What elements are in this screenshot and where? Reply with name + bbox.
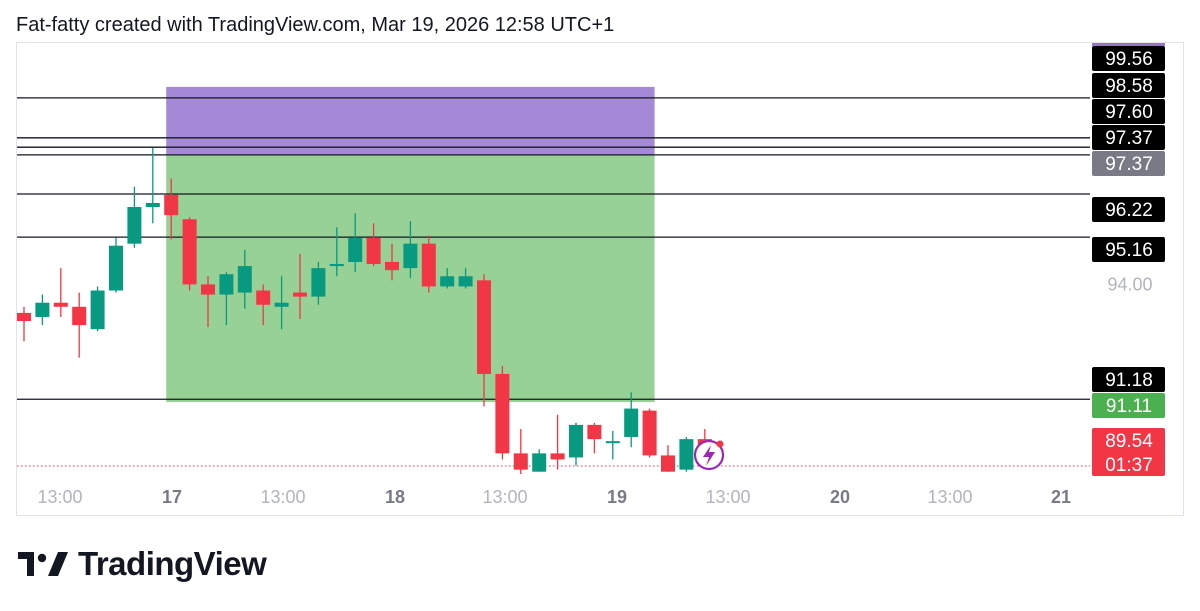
candle-body[interactable]: [329, 264, 344, 267]
price-label-text: 97.37: [1105, 128, 1153, 149]
price-label-badge: [1092, 237, 1165, 262]
price-label-text: 97.37: [1105, 154, 1153, 175]
target-marker: [1092, 43, 1165, 46]
candle-body[interactable]: [17, 312, 31, 322]
price-label-text: 91.18: [1105, 370, 1153, 391]
price-label-badge: [1092, 393, 1165, 418]
chart-header: Fat-fatty created with TradingView.com, …: [16, 14, 615, 36]
candle-body[interactable]: [127, 207, 142, 244]
candle-body[interactable]: [145, 202, 160, 208]
candle-body[interactable]: [293, 292, 307, 297]
candle-body[interactable]: [550, 453, 565, 460]
price-label-badge: [1092, 367, 1165, 392]
lightning-icon: [703, 445, 715, 466]
candle-body[interactable]: [109, 245, 123, 291]
price-label-badge: [1092, 46, 1165, 71]
price-label-badge: [1092, 125, 1165, 150]
candle-body[interactable]: [605, 441, 620, 444]
candle-body[interactable]: [679, 439, 694, 470]
price-label-text: 91.11: [1106, 396, 1152, 417]
tradingview-logo-text: TradingView: [78, 545, 267, 582]
x-tick-label: 13:00: [927, 487, 972, 507]
chart-frame[interactable]: [16, 42, 1184, 516]
candle-body[interactable]: [624, 408, 639, 438]
candle-body[interactable]: [182, 219, 197, 285]
candle-body[interactable]: [513, 453, 528, 470]
x-tick-label: 13:00: [705, 487, 750, 507]
price-label-text: 97.60: [1105, 102, 1153, 123]
candle-body[interactable]: [569, 424, 583, 458]
x-tick-label: 19: [607, 487, 627, 507]
candle-body[interactable]: [587, 424, 602, 440]
candle-body[interactable]: [219, 274, 234, 295]
candle-body[interactable]: [421, 243, 436, 287]
price-label-text: 96.22: [1105, 200, 1153, 221]
candle-body[interactable]: [477, 280, 491, 374]
tradingview-logo[interactable]: TradingView: [18, 545, 267, 582]
candle-body[interactable]: [403, 243, 418, 269]
price-label-badge: [1092, 151, 1165, 176]
candle-body[interactable]: [274, 302, 289, 307]
tradingview-logo-icon: [18, 552, 68, 576]
y-tick-label: 94.00: [1107, 274, 1152, 294]
candle-body[interactable]: [385, 262, 399, 271]
candle-body[interactable]: [348, 237, 363, 262]
x-tick-label: 13:00: [482, 487, 527, 507]
price-label-text: 89.54: [1105, 431, 1153, 452]
x-tick-label: 21: [1051, 487, 1071, 507]
candle-body[interactable]: [164, 194, 179, 216]
price-label-badge: [1092, 73, 1165, 98]
candle-body[interactable]: [35, 302, 50, 317]
x-tick-label: 17: [162, 487, 182, 507]
x-tick-label: 13:00: [260, 487, 305, 507]
price-label-text: 99.56: [1105, 49, 1153, 70]
candle-body[interactable]: [237, 266, 252, 293]
target-zone[interactable]: [166, 86, 655, 155]
candle-body[interactable]: [90, 290, 105, 330]
price-label-text: 95.16: [1105, 240, 1153, 261]
price-label-badge: [1092, 197, 1165, 222]
candle-body[interactable]: [661, 455, 675, 472]
candle-body[interactable]: [201, 284, 215, 295]
x-tick-label: 20: [830, 487, 850, 507]
candle-body[interactable]: [458, 276, 473, 287]
candle-body[interactable]: [440, 276, 455, 287]
price-label-badge: [1092, 428, 1165, 476]
x-tick-label: 18: [385, 487, 405, 507]
candle-body[interactable]: [256, 290, 271, 305]
candle-body[interactable]: [532, 453, 547, 472]
candle-body[interactable]: [72, 306, 87, 326]
candle-body[interactable]: [53, 302, 68, 307]
candle-body[interactable]: [642, 410, 657, 456]
price-countdown-text: 01:37: [1105, 455, 1153, 476]
x-tick-label: 13:00: [37, 487, 82, 507]
candle-body[interactable]: [366, 237, 381, 265]
price-label-text: 98.58: [1105, 76, 1153, 97]
price-label-badge: [1092, 99, 1165, 124]
candle-body[interactable]: [311, 268, 326, 297]
alert-dot-icon: [716, 440, 724, 448]
candle-body[interactable]: [495, 373, 510, 454]
